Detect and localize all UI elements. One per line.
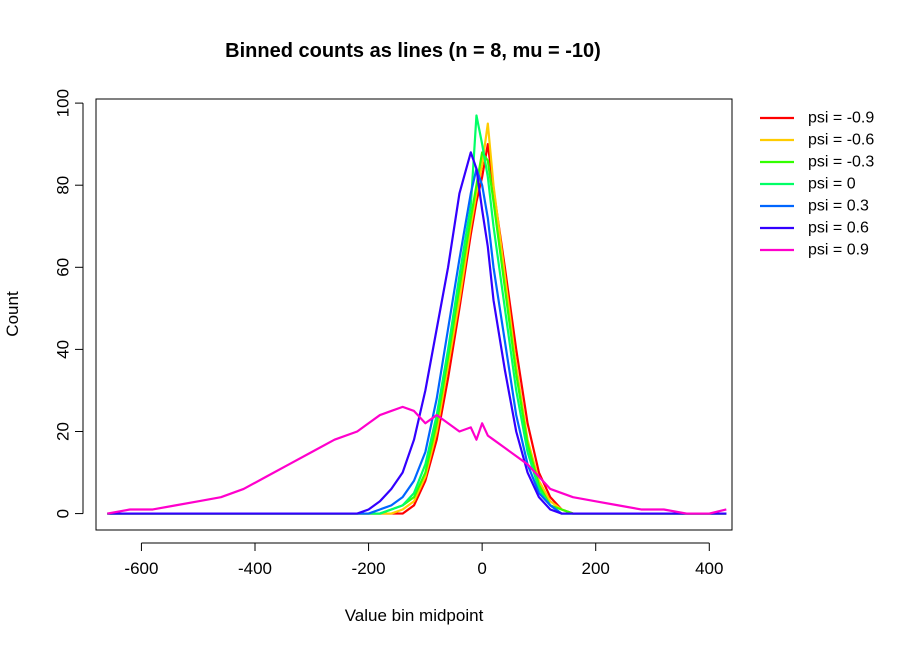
- series-group: [107, 114, 727, 515]
- x-tick-label: -200: [352, 559, 386, 578]
- legend-label-1: psi = -0.9: [808, 110, 874, 127]
- series-line-7: [107, 405, 727, 515]
- legend: psi = -0.9 psi = -0.6 psi = -0.3 psi = 0 psi…: [760, 110, 874, 259]
- y-axis: 0 20 40 60 80 100: [54, 89, 84, 518]
- legend-label-2: psi = -0.6: [808, 132, 874, 149]
- legend-label-3: psi = -0.3: [808, 154, 874, 171]
- series-line-5: [107, 167, 727, 515]
- y-tick-label: 0: [54, 509, 73, 518]
- plot-area: [95, 98, 733, 531]
- y-axis-label: Count: [3, 291, 22, 337]
- x-tick-label: 400: [695, 559, 723, 578]
- y-tick-label: 80: [54, 176, 73, 195]
- series-line-6: [107, 151, 727, 515]
- y-tick-label: 20: [54, 422, 73, 441]
- x-axis: -600 -400 -200 0 200 400: [124, 542, 723, 578]
- y-tick-label: 100: [54, 89, 73, 117]
- x-tick-label: 0: [477, 559, 486, 578]
- legend-label-5: psi = 0.3: [808, 198, 869, 215]
- series-line-4: [107, 114, 727, 515]
- chart-title: Binned counts as lines (n = 8, mu = -10): [225, 40, 601, 62]
- x-axis-label: Value bin midpoint: [345, 606, 484, 625]
- legend-label-7: psi = 0.9: [808, 242, 869, 259]
- series-line-3: [107, 151, 727, 515]
- series-line-2: [107, 122, 727, 515]
- y-tick-label: 40: [54, 340, 73, 359]
- legend-label-6: psi = 0.6: [808, 220, 869, 237]
- x-tick-label: -600: [124, 559, 158, 578]
- series-line-1: [107, 143, 727, 515]
- y-tick-label: 60: [54, 258, 73, 277]
- x-tick-label: 200: [582, 559, 610, 578]
- legend-label-4: psi = 0: [808, 176, 856, 193]
- x-tick-label: -400: [238, 559, 272, 578]
